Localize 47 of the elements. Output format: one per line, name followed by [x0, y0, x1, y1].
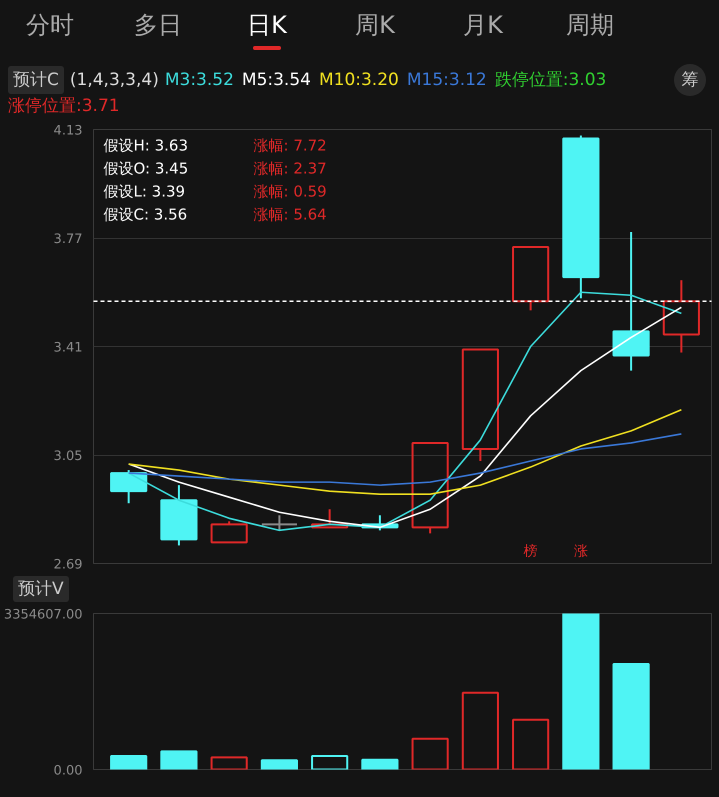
y-tick-label: 2.69 [54, 558, 83, 572]
annotation: 假设C: 3.56 [104, 206, 188, 224]
text: 筹 [674, 64, 706, 96]
text: 分时 [25, 10, 75, 41]
text: M10:3.20 [318, 69, 399, 92]
y-tick-label: 3.41 [54, 340, 83, 356]
y-tick-label: 3354607.00 [4, 608, 83, 622]
y-tick-label: 3.05 [54, 449, 83, 464]
bar [361, 758, 398, 770]
bar [160, 750, 198, 770]
annotation: 涨幅: 5.64 [254, 206, 327, 224]
annotation: 涨幅: 7.72 [254, 136, 327, 154]
bar [612, 662, 650, 770]
y-tick-label: 3.77 [54, 232, 83, 247]
annotation: 榜 [524, 544, 538, 560]
text: 跌停位置:3.03 [494, 69, 606, 92]
annotation: 涨幅: 2.37 [254, 160, 327, 178]
y-tick-label: 0.00 [54, 764, 83, 778]
y-tick-label: 4.13 [54, 124, 83, 138]
bar [462, 692, 499, 770]
bar [311, 755, 348, 770]
text: 月K [462, 10, 504, 41]
bar [412, 738, 449, 770]
line-series [128, 408, 682, 495]
text: 预计V [13, 576, 69, 602]
annotation: 涨 [574, 544, 588, 560]
annotation: 假设H: 3.63 [104, 136, 188, 154]
bar [210, 756, 248, 770]
text: M5:3.54 [242, 69, 311, 92]
text: 周K [354, 10, 396, 41]
text: 多日 [133, 10, 183, 41]
text: 日K [246, 10, 288, 41]
candlestick [612, 230, 650, 372]
annotation: 假设L: 3.39 [104, 182, 186, 200]
candlestick [662, 279, 700, 354]
bar [562, 614, 600, 770]
text: M15:3.12 [406, 69, 487, 92]
annotation: 涨幅: 0.59 [254, 182, 327, 200]
text: (1,4,3,3,4) [70, 69, 159, 92]
bar [110, 755, 148, 770]
bar [512, 718, 550, 770]
text: 涨停位置:3.71 [8, 95, 120, 118]
text: M3:3.52 [164, 69, 234, 92]
annotation: 假设O: 3.45 [104, 160, 188, 178]
bar [260, 759, 298, 770]
text: 周期 [565, 10, 615, 41]
text: 预计C [8, 66, 64, 94]
